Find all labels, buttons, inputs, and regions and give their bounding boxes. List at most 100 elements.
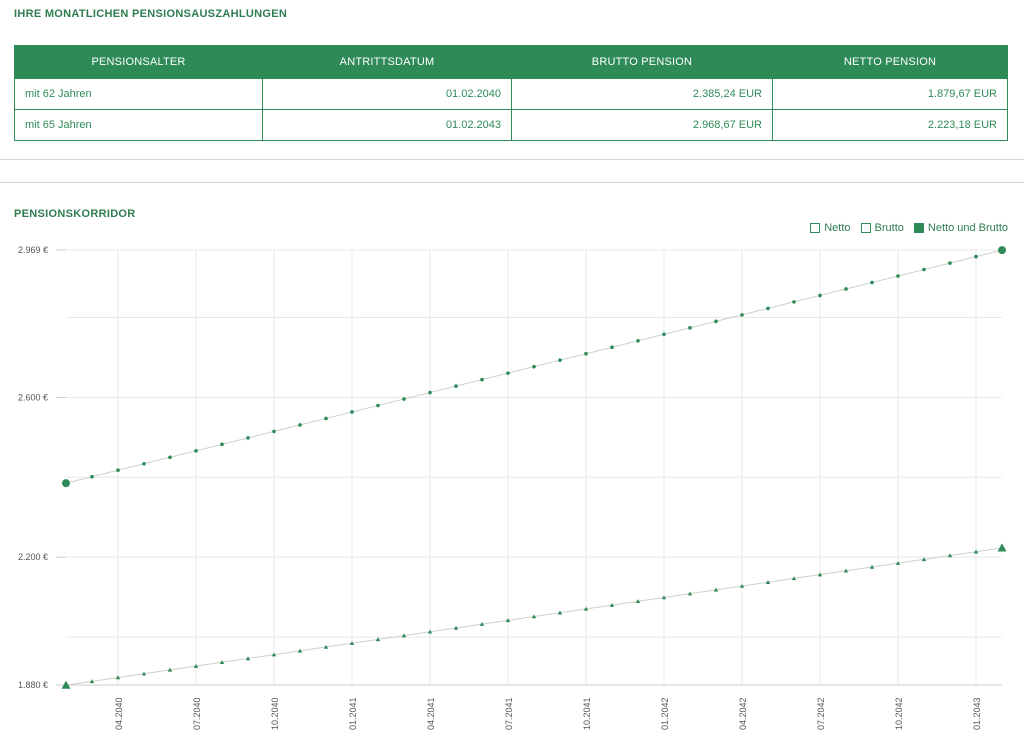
data-point-netto — [61, 680, 71, 689]
data-point-brutto — [194, 449, 198, 453]
data-point-brutto — [922, 267, 926, 272]
x-tick-label: 04.2041 — [426, 697, 436, 730]
data-point-netto — [765, 580, 771, 584]
data-point-netto — [505, 618, 511, 623]
x-tick-label: 04.2040 — [114, 697, 124, 730]
data-point-brutto — [688, 326, 692, 330]
data-point-netto — [375, 637, 381, 642]
data-point-brutto — [428, 390, 432, 395]
y-tick-label: 2.969 € — [18, 245, 48, 255]
x-tick-label: 07.2040 — [192, 697, 202, 730]
data-point-brutto — [818, 293, 822, 298]
data-point-netto — [635, 599, 641, 604]
payouts-table: PENSIONSALTER ANTRITTSDATUM BRUTTO PENSI… — [14, 45, 1008, 141]
data-point-netto — [141, 671, 147, 676]
payouts-title: IHRE MONATLICHEN PENSIONSAUSZAHLUNGEN — [14, 8, 288, 20]
data-point-brutto — [766, 306, 770, 311]
data-point-netto — [167, 667, 173, 672]
header-start: ANTRITTSDATUM — [262, 45, 512, 79]
data-point-netto — [245, 656, 251, 661]
cell-net: 1.879,67 EUR — [772, 78, 1008, 110]
data-point-netto — [89, 679, 95, 684]
data-point-brutto — [480, 377, 484, 382]
data-point-brutto — [272, 429, 276, 434]
data-point-netto — [453, 625, 459, 630]
legend-item-netto[interactable]: Netto — [810, 222, 851, 234]
header-net: NETTO PENSION — [772, 45, 1008, 79]
data-point-netto — [687, 591, 693, 596]
cell-age: mit 62 Jahren — [14, 78, 263, 110]
data-point-netto — [895, 560, 901, 565]
data-point-netto — [115, 675, 121, 680]
data-point-netto — [817, 572, 823, 577]
data-point-brutto — [90, 474, 94, 479]
data-point-brutto — [246, 436, 250, 440]
data-point-brutto — [506, 371, 510, 375]
data-point-netto — [349, 641, 355, 645]
data-point-brutto — [610, 345, 614, 350]
data-point-brutto — [402, 397, 406, 401]
data-point-netto — [869, 564, 875, 569]
cell-net: 2.223,18 EUR — [772, 109, 1008, 141]
table-row: mit 65 Jahren 01.02.2043 2.968,67 EUR 2.… — [14, 109, 1008, 141]
data-point-brutto — [142, 461, 146, 466]
data-point-netto — [193, 663, 199, 668]
data-point-brutto — [948, 261, 952, 265]
x-tick-label: 10.2041 — [582, 697, 592, 730]
data-point-brutto — [998, 246, 1006, 255]
legend-checkbox-icon — [860, 223, 871, 233]
data-point-brutto — [896, 274, 900, 278]
data-point-brutto — [350, 410, 354, 414]
data-point-netto — [427, 629, 433, 634]
data-point-netto — [609, 602, 615, 607]
x-tick-label: 01.2041 — [348, 697, 358, 730]
data-point-netto — [557, 610, 563, 615]
x-tick-label: 01.2042 — [660, 697, 670, 730]
data-point-netto — [219, 660, 225, 665]
legend-label: Netto — [824, 222, 851, 234]
data-point-netto — [323, 644, 329, 649]
data-point-netto — [401, 633, 407, 638]
divider — [0, 159, 1024, 160]
data-point-netto — [531, 614, 537, 619]
x-tick-label: 07.2042 — [816, 697, 826, 730]
data-point-brutto — [662, 332, 666, 337]
data-point-brutto — [584, 351, 588, 356]
data-point-brutto — [532, 364, 536, 369]
x-tick-label: 10.2040 — [270, 697, 280, 730]
data-point-netto — [843, 568, 849, 573]
cell-start: 01.02.2043 — [262, 109, 512, 141]
data-point-netto — [997, 543, 1007, 552]
data-point-netto — [583, 606, 589, 611]
data-point-netto — [973, 549, 979, 554]
chart-legend: Netto Brutto Netto und Brutto — [810, 222, 1008, 234]
legend-item-netto-und-brutto[interactable]: Netto und Brutto — [913, 222, 1008, 234]
cell-age: mit 65 Jahren — [14, 109, 263, 141]
legend-label: Netto und Brutto — [927, 222, 1008, 234]
data-point-brutto — [62, 479, 70, 488]
data-point-brutto — [558, 358, 562, 362]
data-point-brutto — [324, 416, 328, 421]
data-point-netto — [791, 576, 797, 581]
data-point-netto — [661, 595, 667, 600]
data-point-netto — [947, 553, 953, 558]
data-point-brutto — [844, 287, 848, 291]
x-tick-label: 10.2042 — [894, 697, 904, 730]
data-point-brutto — [376, 403, 380, 408]
data-point-netto — [921, 557, 927, 562]
cell-start: 01.02.2040 — [262, 78, 512, 110]
table-header-row: PENSIONSALTER ANTRITTSDATUM BRUTTO PENSI… — [14, 45, 1008, 79]
header-gross: BRUTTO PENSION — [511, 45, 773, 79]
legend-checkbox-icon — [810, 223, 821, 233]
y-tick-label: 2.200 € — [18, 552, 48, 562]
data-point-brutto — [792, 300, 796, 304]
x-tick-label: 01.2043 — [972, 697, 982, 730]
legend-item-brutto[interactable]: Brutto — [860, 222, 904, 234]
x-tick-label: 07.2041 — [504, 697, 514, 730]
data-point-brutto — [714, 319, 718, 324]
data-point-netto — [739, 583, 745, 588]
divider — [0, 182, 1024, 183]
data-point-brutto — [116, 468, 120, 473]
y-tick-label: 2.600 € — [18, 392, 48, 402]
